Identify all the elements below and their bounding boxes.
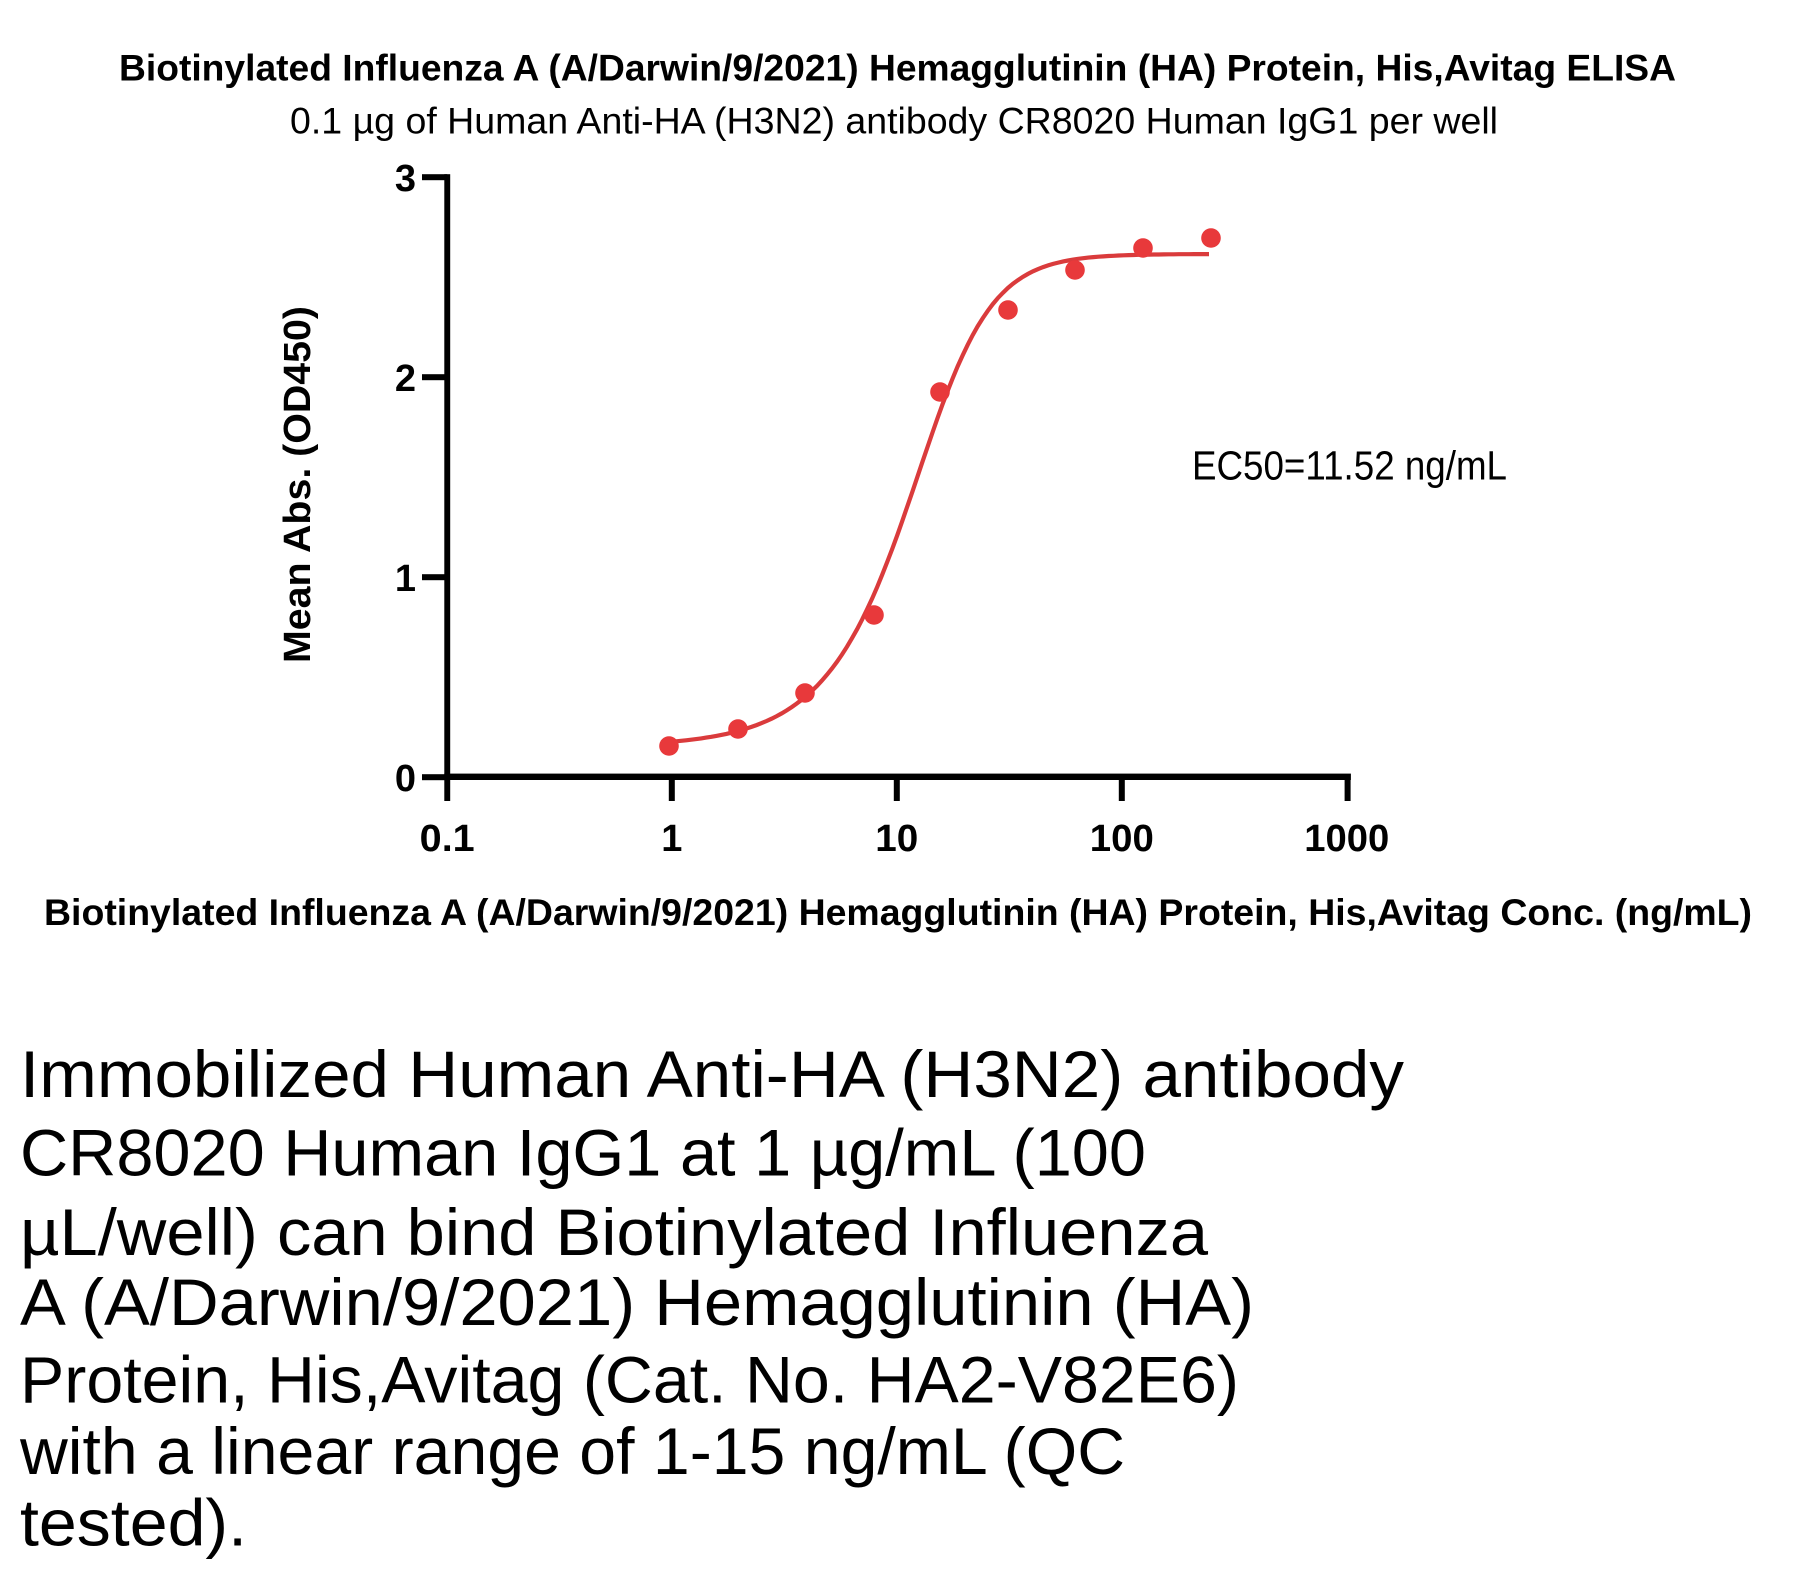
- svg-text:10: 10: [875, 818, 918, 860]
- svg-text:Protein, His,Avitag (Cat. No.: Protein, His,Avitag (Cat. No. HA2-V82E6): [20, 1343, 1239, 1417]
- svg-text:3: 3: [395, 158, 416, 200]
- svg-text:2: 2: [395, 358, 416, 400]
- svg-text:0.1: 0.1: [420, 818, 475, 860]
- svg-text:0.1 µg of Human Anti-HA (H3N2): 0.1 µg of Human Anti-HA (H3N2) antibody …: [290, 101, 1498, 142]
- svg-text:0: 0: [395, 758, 416, 800]
- svg-text:Mean Abs. (OD450): Mean Abs. (OD450): [277, 306, 319, 663]
- svg-text:1: 1: [395, 558, 416, 600]
- svg-text:Immobilized Human Anti-HA (H3N: Immobilized Human Anti-HA (H3N2) antibod…: [20, 1037, 1404, 1111]
- svg-text:µL/well) can bind Biotinylated: µL/well) can bind Biotinylated Influenza: [20, 1195, 1208, 1269]
- svg-text:A (A/Darwin/9/2021) Hemaggluti: A (A/Darwin/9/2021) Hemagglutinin (HA): [20, 1265, 1254, 1339]
- svg-text:tested).: tested).: [20, 1486, 247, 1560]
- svg-text:Biotinylated Influenza A (A/Da: Biotinylated Influenza A (A/Darwin/9/202…: [119, 48, 1676, 89]
- svg-text:CR8020 Human IgG1 at 1 µg/mL (: CR8020 Human IgG1 at 1 µg/mL (100: [20, 1116, 1146, 1190]
- svg-text:1000: 1000: [1304, 818, 1389, 860]
- svg-text:100: 100: [1090, 818, 1154, 860]
- svg-text:with a linear range of 1-15 ng: with a linear range of 1-15 ng/mL (QC: [19, 1414, 1125, 1488]
- svg-text:EC50=11.52 ng/mL: EC50=11.52 ng/mL: [1192, 443, 1507, 489]
- svg-text:Biotinylated Influenza A (A/Da: Biotinylated Influenza A (A/Darwin/9/202…: [44, 892, 1752, 933]
- svg-text:1: 1: [661, 818, 682, 860]
